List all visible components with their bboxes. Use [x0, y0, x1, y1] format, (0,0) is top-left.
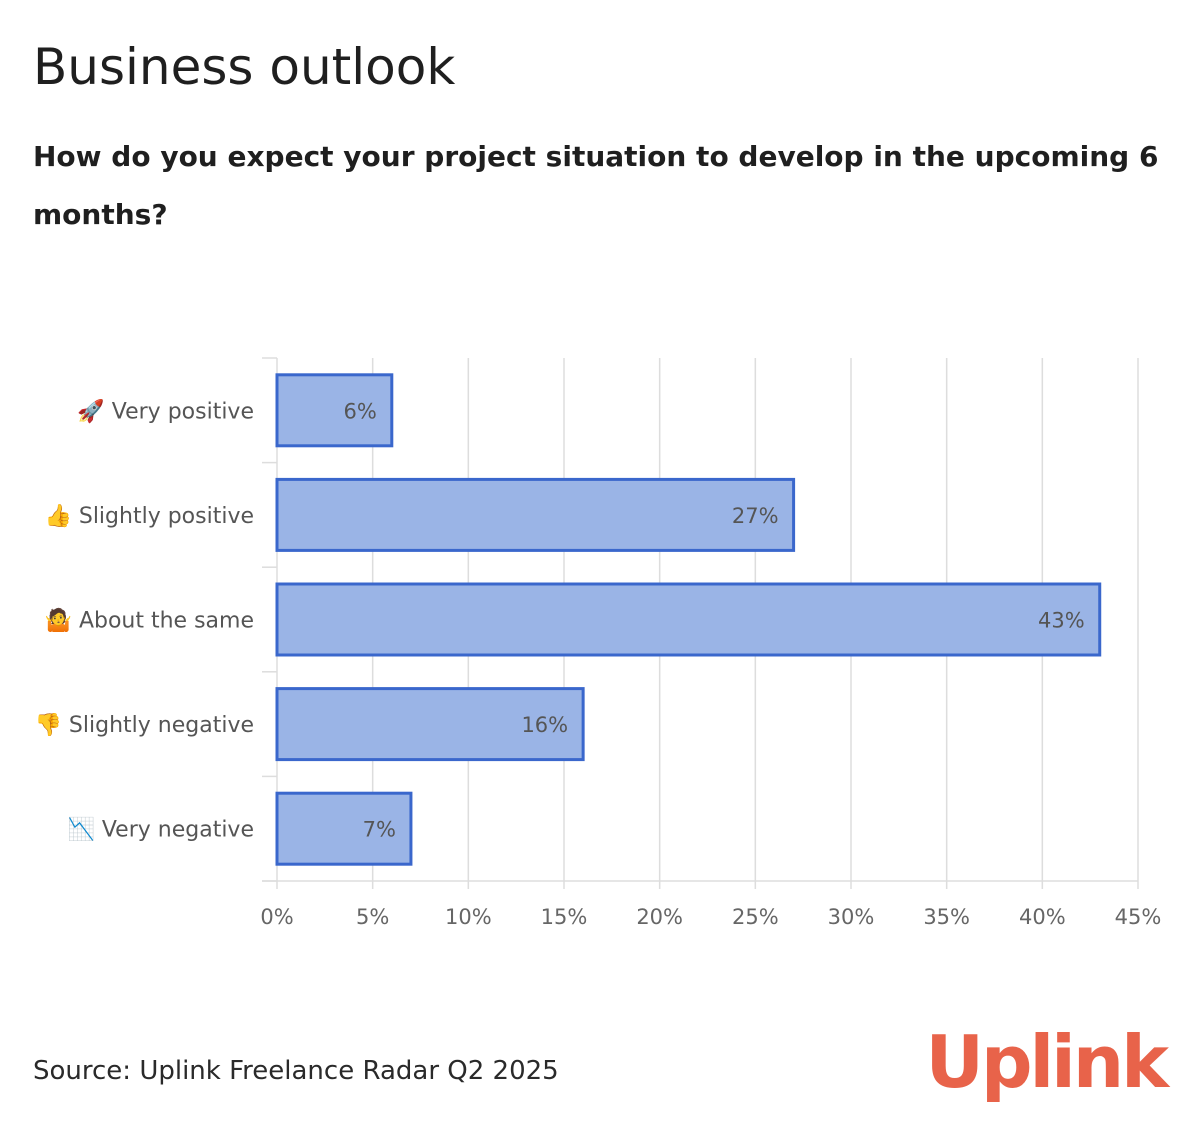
x-tick-label: 30% — [828, 905, 875, 929]
category-label: 🤷 About the same — [45, 607, 254, 634]
x-tick-label: 0% — [260, 905, 293, 929]
bar-data-label: 6% — [343, 399, 376, 423]
chart-subtitle: How do you expect your project situation… — [33, 140, 1159, 231]
category-label: 📉 Very negative — [67, 817, 254, 843]
bar-data-label: 16% — [521, 713, 568, 737]
bar — [275, 791, 413, 866]
x-tick-label: 40% — [1019, 905, 1066, 929]
bar — [275, 373, 394, 448]
bar — [275, 687, 585, 762]
bar-data-label: 43% — [1038, 609, 1085, 633]
x-tick-label: 45% — [1115, 905, 1162, 929]
bar-data-label: 7% — [363, 818, 396, 842]
category-label: 👍 Slightly positive — [44, 503, 254, 529]
bar-chart: 0% 5% 10% 15% 20% 25% 30% 35% 40% 45% 6% 🚀 Very pos… — [35, 357, 1162, 929]
chart-title: Business outlook — [33, 38, 456, 96]
uplink-logo: Uplink — [925, 1020, 1169, 1104]
x-tick-label: 25% — [732, 905, 779, 929]
category-label: 👎 Slightly negative — [35, 712, 254, 738]
x-tick-label: 15% — [541, 905, 588, 929]
source-note: Source: Uplink Freelance Radar Q2 2025 — [33, 1056, 559, 1086]
bar-data-label: 27% — [732, 504, 779, 528]
category-label: 🚀 Very positive — [77, 398, 254, 424]
x-tick-label: 10% — [445, 905, 492, 929]
x-tick-label: 20% — [636, 905, 683, 929]
bar — [275, 582, 1102, 657]
x-tick-label: 35% — [923, 905, 970, 929]
bar — [275, 477, 796, 552]
x-tick-label: 5% — [356, 905, 389, 929]
